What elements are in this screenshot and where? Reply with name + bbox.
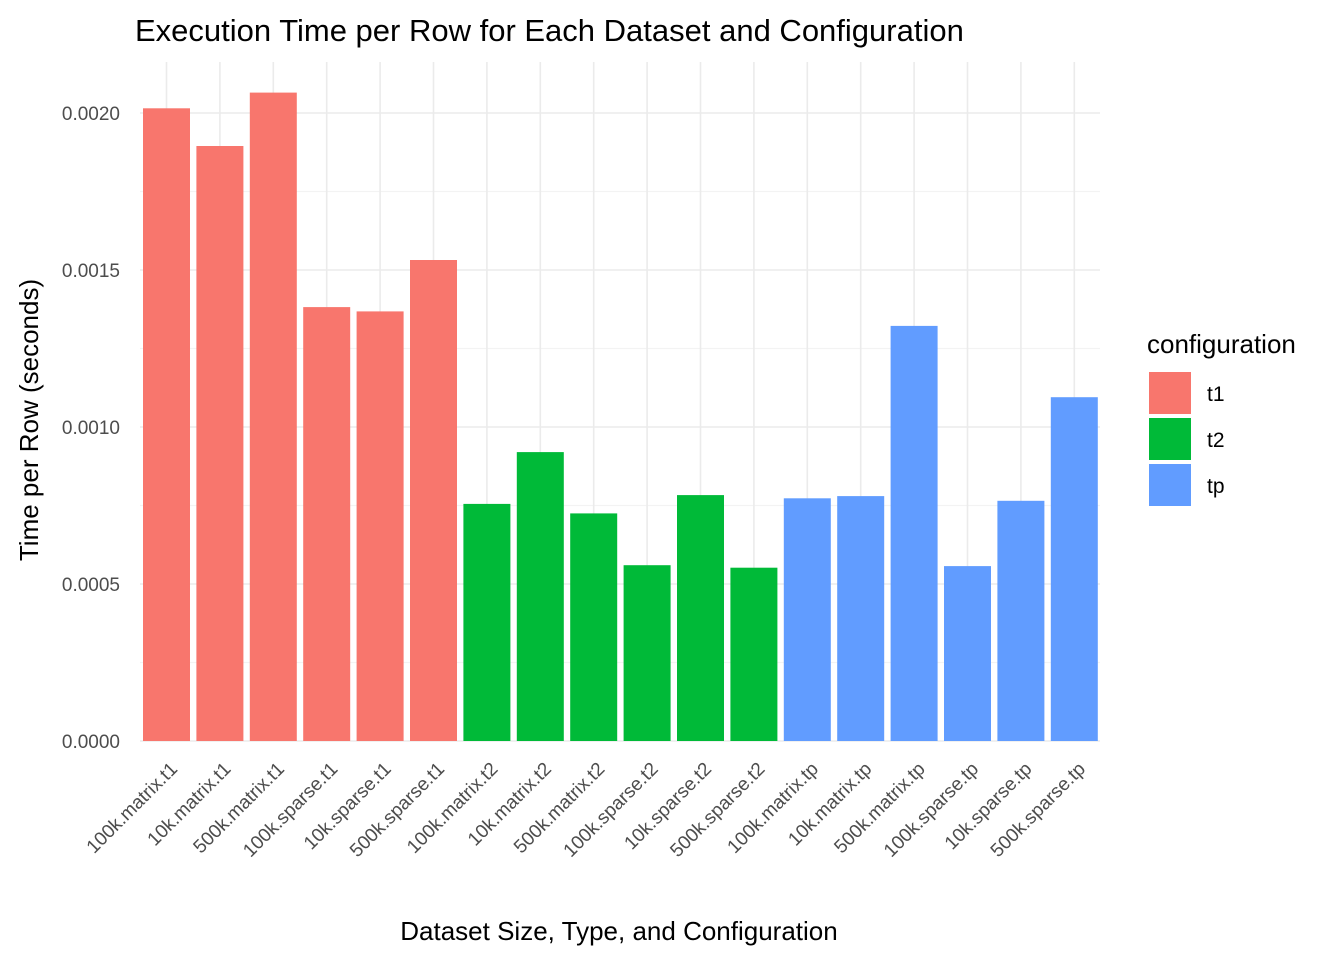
y-axis-title: Time per Row (seconds) bbox=[14, 279, 44, 561]
bar-500k.matrix.tp bbox=[890, 325, 938, 741]
y-tick-label: 0.0005 bbox=[62, 575, 120, 596]
bar-10k.matrix.tp bbox=[837, 496, 885, 741]
bar-500k.sparse.t2 bbox=[730, 567, 778, 741]
bar-500k.sparse.t1 bbox=[410, 260, 457, 741]
x-tick-label: 100k.sparse.tp bbox=[880, 759, 983, 862]
y-axis-ticks: 0.0000 0.0005 0.0010 0.0015 0.0020 bbox=[62, 104, 120, 753]
bar-10k.matrix.t2 bbox=[516, 452, 564, 741]
legend-key-tp bbox=[1149, 464, 1191, 506]
bar-100k.sparse.t2 bbox=[623, 565, 671, 741]
legend: configuration t1 t2 tp bbox=[1147, 329, 1296, 506]
x-axis-title: Dataset Size, Type, and Configuration bbox=[400, 916, 837, 946]
x-tick-label: 100k.sparse.t2 bbox=[560, 759, 663, 862]
legend-label-t1: t1 bbox=[1207, 383, 1225, 406]
bars bbox=[143, 92, 1098, 742]
x-tick-label: 100k.sparse.t1 bbox=[239, 759, 342, 862]
bar-500k.matrix.t2 bbox=[570, 513, 618, 741]
bar-100k.matrix.tp bbox=[783, 498, 831, 741]
x-tick-label: 500k.sparse.t1 bbox=[346, 759, 449, 862]
bar-100k.matrix.t1 bbox=[143, 108, 190, 742]
y-tick-label: 0.0000 bbox=[62, 732, 120, 753]
x-axis-ticks: 100k.matrix.t110k.matrix.t1500k.matrix.t… bbox=[83, 759, 1090, 862]
bar-10k.sparse.tp bbox=[997, 500, 1045, 741]
bar-10k.sparse.t2 bbox=[677, 495, 724, 741]
x-tick-label: 500k.sparse.tp bbox=[987, 759, 1090, 862]
x-tick-label: 100k.matrix.t1 bbox=[83, 759, 182, 858]
legend-label-t2: t2 bbox=[1207, 429, 1225, 452]
bar-100k.sparse.t1 bbox=[303, 307, 351, 741]
legend-key-t1 bbox=[1149, 372, 1191, 414]
y-tick-label: 0.0020 bbox=[62, 104, 120, 125]
bar-500k.sparse.tp bbox=[1050, 397, 1098, 741]
bar-500k.matrix.t1 bbox=[249, 92, 297, 742]
chart-title: Execution Time per Row for Each Dataset … bbox=[135, 13, 964, 48]
bar-100k.matrix.t2 bbox=[463, 503, 511, 741]
legend-key-t2 bbox=[1149, 418, 1191, 460]
y-tick-label: 0.0010 bbox=[62, 418, 120, 439]
y-tick-label: 0.0015 bbox=[62, 261, 120, 282]
legend-title: configuration bbox=[1147, 329, 1296, 359]
bar-100k.sparse.tp bbox=[944, 566, 991, 741]
x-tick-label: 500k.sparse.t2 bbox=[666, 759, 769, 862]
bar-10k.matrix.t1 bbox=[196, 146, 244, 741]
bar-10k.sparse.t1 bbox=[356, 311, 404, 741]
legend-label-tp: tp bbox=[1207, 475, 1225, 498]
